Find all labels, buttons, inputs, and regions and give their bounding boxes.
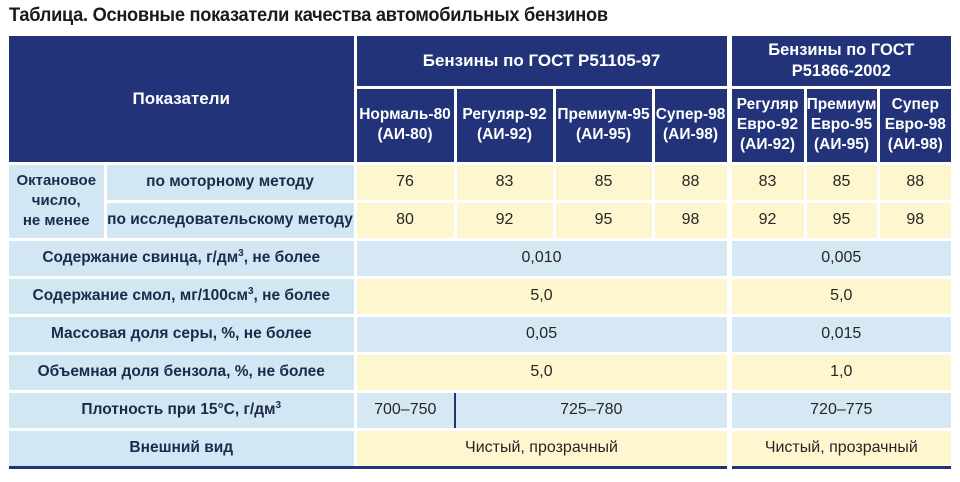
benzene-group2-value: 1,0 — [726, 351, 952, 391]
resin-label: Содержание смол, мг/100см3, не более — [9, 275, 356, 315]
table-cell: 88 — [651, 161, 730, 201]
density-group1-value: 725–780 — [454, 389, 730, 429]
fuel-header-euro92: Регуляр Евро-92 (АИ-92) — [726, 87, 806, 163]
benzene-group1-value: 5,0 — [353, 351, 730, 391]
table-row: Внешний вид Чистый, прозрачный Чистый, п… — [9, 427, 952, 469]
lead-group2-value: 0,005 — [726, 237, 952, 277]
sulfur-group2-value: 0,015 — [726, 313, 952, 353]
group2-label-line1: Бензины по ГОСТ — [768, 40, 915, 59]
table-cell: 98 — [651, 199, 730, 239]
fuel-header-ai98: Супер-98 (АИ-98) — [651, 87, 730, 163]
density-group2-value: 720–775 — [726, 389, 952, 429]
resin-group2-value: 5,0 — [726, 275, 952, 315]
table-cell: 95 — [803, 199, 879, 239]
benzene-label: Объемная доля бензола, %, не более — [9, 351, 356, 391]
fuel-header-ai95: Премиум-95 (АИ-95) — [552, 87, 654, 163]
gost-51105-header: Бензины по ГОСТ Р51105-97 — [353, 36, 730, 89]
indicators-header: Показатели — [9, 36, 356, 163]
table-cell: 80 — [353, 199, 456, 239]
appearance-label: Внешний вид — [9, 427, 356, 469]
resin-group1-value: 5,0 — [353, 275, 730, 315]
fuel-quality-table: Показатели Бензины по ГОСТ Р51105-97 Бен… — [9, 36, 952, 469]
indicators-label: Показатели — [132, 88, 230, 108]
group2-label-line2: Р51866-2002 — [791, 61, 891, 80]
table-row: Массовая доля серы, %, не более 0,05 0,0… — [9, 313, 952, 353]
group1-label: Бензины по ГОСТ Р51105-97 — [422, 50, 661, 70]
motor-method-label: по моторному методу — [103, 161, 356, 201]
table-cell: 85 — [552, 161, 654, 201]
table-cell: 76 — [353, 161, 456, 201]
appearance-group2-value: Чистый, прозрачный — [726, 427, 952, 469]
table-row: Октановое число, не менее по моторному м… — [9, 161, 952, 239]
table-row: Содержание смол, мг/100см3, не более 5,0… — [9, 275, 952, 315]
density-label: Плотность при 15°С, г/дм3 — [9, 389, 356, 429]
table-cell: 85 — [803, 161, 879, 201]
fuel-header-ai80: Нормаль-80 (АИ-80) — [353, 87, 456, 163]
sulfur-label: Массовая доля серы, %, не более — [9, 313, 356, 353]
table-cell: 98 — [876, 199, 952, 239]
table-row: Содержание свинца, г/дм3, не более 0,010… — [9, 237, 952, 277]
table-cell: 95 — [552, 199, 654, 239]
fuel-header-euro95: Премиум Евро-95 (АИ-95) — [803, 87, 879, 163]
table-cell: 92 — [726, 199, 806, 239]
research-method-label: по исследовательскому методу — [103, 199, 356, 239]
table-cell: 83 — [726, 161, 806, 201]
lead-group1-value: 0,010 — [353, 237, 730, 277]
table-cell: 88 — [876, 161, 952, 201]
page-title: Таблица. Основные показатели качества ав… — [9, 5, 608, 26]
fuel-header-ai92: Регуляр-92 (АИ-92) — [453, 87, 555, 163]
gost-51866-header: Бензины по ГОСТ Р51866-2002 — [726, 36, 952, 89]
sulfur-group1-value: 0,05 — [353, 313, 730, 353]
density-ai80-value: 700–750 — [353, 389, 456, 429]
table-cell: 92 — [453, 199, 555, 239]
table-row: по исследовательскому методу 80 92 95 98… — [9, 199, 952, 239]
table-row: Объемная доля бензола, %, не более 5,0 1… — [9, 351, 952, 391]
table-row: Плотность при 15°С, г/дм3 700–750 725–78… — [9, 389, 952, 429]
table-cell: 83 — [453, 161, 555, 201]
fuel-header-euro98: Супер Евро-98 (АИ-98) — [876, 87, 952, 163]
appearance-group1-value: Чистый, прозрачный — [353, 427, 730, 469]
octane-label: Октановое число, не менее — [9, 161, 105, 239]
lead-label: Содержание свинца, г/дм3, не более — [9, 237, 356, 277]
